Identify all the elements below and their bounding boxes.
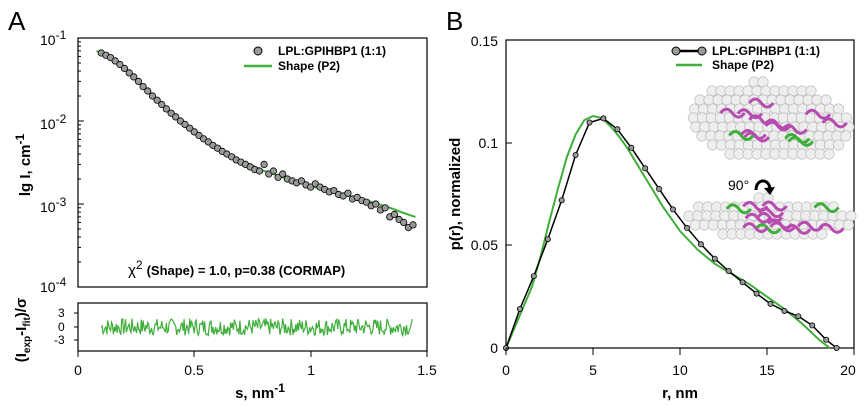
data-point [559,198,564,203]
resid-ytick-0: 0 [58,320,65,334]
panel-a-y-tick-labels: 10-1 10-2 10-3 10-4 [40,28,67,295]
legend-a-data-label: LPL:GPIHBP1 (1:1) [278,44,386,58]
panel-a-minor-ticks [78,38,84,287]
b-xtick-10: 10 [672,362,688,378]
panel-b-y-axis-label: p(r), normalized [447,138,464,251]
data-point [834,345,839,350]
bead [843,220,853,230]
data-point [410,222,416,228]
data-point [643,166,648,171]
b-xtick-20: 20 [840,362,856,378]
a-xtick-0: 0 [74,362,82,378]
a-xtick-0.5: 0.5 [184,362,204,378]
data-point [401,219,407,225]
data-point [382,205,388,211]
data-point [261,161,267,167]
b-ytick-0.05: 0.05 [471,237,498,253]
data-point [657,186,662,191]
data-point [726,268,731,273]
data-point [754,291,759,296]
panel-a-x-axis-label: s, nm-1 [235,381,285,402]
a-xtick-1.5: 1.5 [417,362,437,378]
data-point [670,207,675,212]
legend-a-marker-icon [254,47,262,55]
panel-b-x-axis: 0 5 10 15 20 r, nm [502,348,856,402]
legend-a-fit-label: Shape (P2) [278,59,340,73]
legend-b-marker-icon [698,47,706,55]
b-ytick-0.15: 0.15 [471,33,498,49]
b-xtick-0: 0 [502,362,510,378]
protein-shape-top-view [688,77,854,159]
data-point [601,116,606,121]
data-point [712,256,717,261]
a-ytick-4: 10-4 [40,275,67,295]
panel-b-legend: LPL:GPIHBP1 (1:1) Shape (P2) [672,44,820,72]
panel-a-main: 10-1 10-2 10-3 10-4 lg I, cm-1 LPL:GPIHB… [13,28,427,295]
data-point [810,323,815,328]
data-point [698,242,703,247]
a-ytick-3: 10-3 [40,195,67,215]
data-point [517,306,522,311]
panel-a-x-axis: 0 0.5 1 1.5 s, nm-1 [74,351,437,402]
residual-trace [101,319,412,336]
bead [833,140,843,150]
data-point [135,78,141,84]
rotation-label: 90° [728,177,749,193]
panel-a-residuals: 3 0 -3 (Iexp-Ifit)/σ [13,298,427,362]
a-ytick-1: 10-1 [40,28,67,48]
data-point [629,145,634,150]
panel-b-x-axis-label: r, nm [662,385,698,402]
data-point [615,127,620,132]
a-ytick-2: 10-2 [40,112,67,132]
bead [841,113,851,123]
panel-b-y-axis: 0 0.05 0.1 0.15 p(r), normalized [447,33,512,356]
data-point [345,190,351,196]
residual-line [101,319,412,336]
data-point [782,308,787,313]
panel-a-data-points [98,50,416,231]
data-point [256,168,262,174]
data-point [573,152,578,157]
bead [841,131,851,141]
data-point [531,274,536,279]
b-ytick-0: 0 [490,340,498,356]
panel-b-letter: B [446,6,463,36]
protein-shape-inset: 90° [684,77,856,239]
panel-a-chi-annotation: χ2 (Shape) = 1.0, p=0.38 (CORMAP) [128,258,345,279]
legend-b-fit-label: Shape (P2) [712,58,774,72]
data-point [587,120,592,125]
panel-b-main: 90° 0 0.05 0.1 0.15 p(r), normalized 0 5 [447,33,856,402]
legend-b-data-label: LPL:GPIHBP1 (1:1) [712,44,820,58]
data-point [545,237,550,242]
panel-a-legend: LPL:GPIHBP1 (1:1) Shape (P2) [244,44,386,73]
data-point [145,88,151,94]
resid-ytick-neg3: -3 [54,333,65,347]
data-point [740,280,745,285]
data-point [768,301,773,306]
data-point [270,168,276,174]
legend-b-marker-icon [672,47,680,55]
data-point [684,225,689,230]
data-point [391,211,397,217]
b-xtick-5: 5 [589,362,597,378]
panel-a-letter: A [8,6,26,36]
panel-a-y-axis-label: lg I, cm-1 [13,133,34,196]
fit-line-shape-p2 [97,51,416,217]
residual-y-axis-label: (Iexp-Ifit)/σ [13,298,33,362]
bead [824,149,834,159]
resid-ytick-3: 3 [58,306,65,320]
b-xtick-15: 15 [759,362,775,378]
protein-shape-side-view [684,193,856,239]
data-point [280,171,286,177]
data-point [796,314,801,319]
data-point [373,201,379,207]
data-point [824,337,829,342]
a-xtick-1: 1 [307,362,315,378]
panel-a-fit-line [97,51,416,217]
b-ytick-0.1: 0.1 [479,135,499,151]
bead [846,211,856,221]
